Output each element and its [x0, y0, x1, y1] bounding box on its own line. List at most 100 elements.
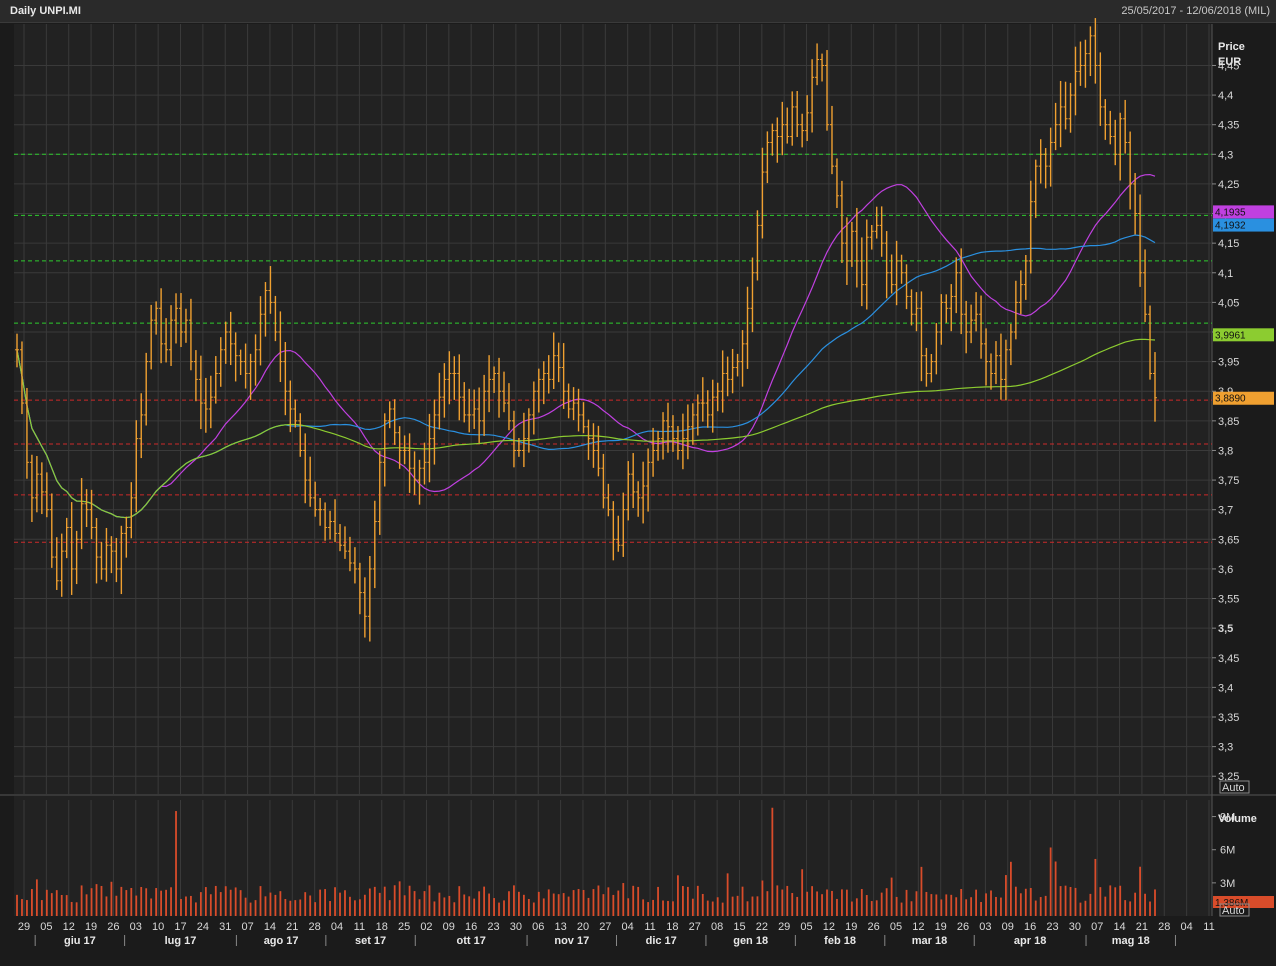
day-tick-label: 16 [1024, 921, 1036, 933]
day-tick-label: 25 [398, 921, 410, 933]
day-tick-label: 12 [912, 921, 924, 933]
month-label: mag 18 [1112, 935, 1150, 947]
day-tick-label: 05 [40, 921, 52, 933]
price-axis[interactable]: Price EUR 4,454,44,354,34,254,24,154,14,… [1212, 41, 1245, 783]
y-tick-label: 3,85 [1218, 416, 1239, 428]
month-label: ott 17 [456, 935, 485, 947]
volume-last-tag [1213, 896, 1274, 908]
month-label: apr 18 [1014, 935, 1046, 947]
volume-tick-label: 6M [1220, 845, 1235, 857]
day-tick-label: 21 [1136, 921, 1148, 933]
day-tick-label: 14 [1113, 921, 1125, 933]
y-tick-label: 4,25 [1218, 179, 1239, 191]
price-auto-label: Auto [1222, 782, 1245, 794]
month-label: set 17 [355, 935, 386, 947]
day-tick-label: 08 [711, 921, 723, 933]
ma-short-line [16, 173, 1156, 519]
day-tick-label: 10 [152, 921, 164, 933]
day-tick-label: 19 [85, 921, 97, 933]
month-label: nov 17 [554, 935, 589, 947]
price-tag-label: 3,9961 [1215, 330, 1246, 341]
day-tick-label: 22 [756, 921, 768, 933]
price-tag [1213, 328, 1274, 342]
day-tick-label: 26 [107, 921, 119, 933]
y-tick-label: 3,65 [1218, 534, 1239, 546]
day-tick-label: 28 [1158, 921, 1170, 933]
day-tick-label: 23 [487, 921, 499, 933]
day-tick-label: 12 [63, 921, 75, 933]
day-tick-label: 09 [1002, 921, 1014, 933]
ohlc-bars [15, 18, 1157, 642]
day-tick-label: 29 [778, 921, 790, 933]
y-tick-label: 3,75 [1218, 475, 1239, 487]
price-axis-unit: EUR [1218, 56, 1241, 68]
price-auto-button[interactable] [1219, 780, 1250, 794]
day-tick-label: 26 [957, 921, 969, 933]
day-tick-label: 04 [1181, 921, 1193, 933]
ma-long-line [16, 338, 1156, 519]
day-tick-label: 19 [935, 921, 947, 933]
month-label: lug 17 [165, 935, 197, 947]
day-tick-label: 02 [420, 921, 432, 933]
y-tick-label: 4,4 [1218, 90, 1233, 102]
day-tick-label: 16 [465, 921, 477, 933]
day-tick-label: 14 [264, 921, 276, 933]
date-axis[interactable]: 29 05 12 19 26 03 10 17 24 31 07 14 21 28 04 11 18 25 02 09… [18, 921, 1215, 947]
y-tick-label: 3,7 [1218, 505, 1233, 517]
day-tick-label: 21 [286, 921, 298, 933]
volume-tick-label: 9M [1220, 812, 1235, 824]
volume-bars [16, 807, 1156, 916]
y-tick-label: 3,35 [1218, 712, 1239, 724]
day-tick-label: 20 [577, 921, 589, 933]
day-tick-label: 30 [1069, 921, 1081, 933]
month-label: ago 17 [264, 935, 299, 947]
y-tick-label: 3,8 [1218, 445, 1233, 457]
price-tag-label: 4,1932 [1215, 221, 1246, 232]
day-tick-label: 11 [354, 921, 365, 933]
day-tick-label: 07 [1091, 921, 1103, 933]
month-label: mar 18 [912, 935, 947, 947]
y-tick-label: 3,6 [1218, 564, 1233, 576]
y-tick-label: 4,45 [1218, 60, 1239, 72]
price-tag [1213, 391, 1274, 405]
day-tick-label: 11 [1203, 921, 1214, 933]
volume-auto-label: Auto [1222, 905, 1245, 917]
month-label: dic 17 [646, 935, 677, 947]
y-tick-label: 4,05 [1218, 297, 1239, 309]
day-tick-label: 06 [532, 921, 544, 933]
price-tag-label: 4,1935 [1215, 207, 1246, 218]
day-tick-label: 27 [689, 921, 701, 933]
day-tick-label: 12 [823, 921, 835, 933]
day-tick-label: 04 [331, 921, 343, 933]
month-label: giu 17 [64, 935, 96, 947]
y-tick-label: 4,15 [1218, 238, 1239, 250]
month-label: feb 18 [824, 935, 856, 947]
date-range: 25/05/2017 - 12/06/2018 (MIL) [1121, 5, 1270, 17]
day-tick-label: 13 [554, 921, 566, 933]
y-tick-label: 3,5 [1218, 623, 1233, 635]
y-tick-label: 3,55 [1218, 594, 1239, 606]
price-tag [1213, 205, 1274, 219]
price-panel [14, 24, 1212, 794]
y-tick-label: 3,45 [1218, 653, 1239, 665]
day-tick-label: 18 [376, 921, 388, 933]
day-tick-label: 30 [510, 921, 522, 933]
day-tick-label: 23 [1046, 921, 1058, 933]
day-tick-label: 04 [622, 921, 634, 933]
y-tick-label: 4,1 [1218, 268, 1233, 280]
month-label: gen 18 [733, 935, 768, 947]
day-tick-label: 27 [599, 921, 611, 933]
volume-auto-button[interactable] [1219, 903, 1250, 917]
day-tick-label: 31 [219, 921, 231, 933]
y-tick-label: 3,25 [1218, 771, 1239, 783]
day-tick-label: 11 [644, 921, 655, 933]
y-tick-label: 4,35 [1218, 120, 1239, 132]
y-tick-label: 3,3 [1218, 742, 1233, 754]
volume-tick-label: 3M [1220, 878, 1235, 890]
day-tick-label: 05 [800, 921, 812, 933]
day-tick-label: 28 [309, 921, 321, 933]
price-tags: 4,1935 4,1932 3,9961 3,8890 [1213, 205, 1274, 405]
